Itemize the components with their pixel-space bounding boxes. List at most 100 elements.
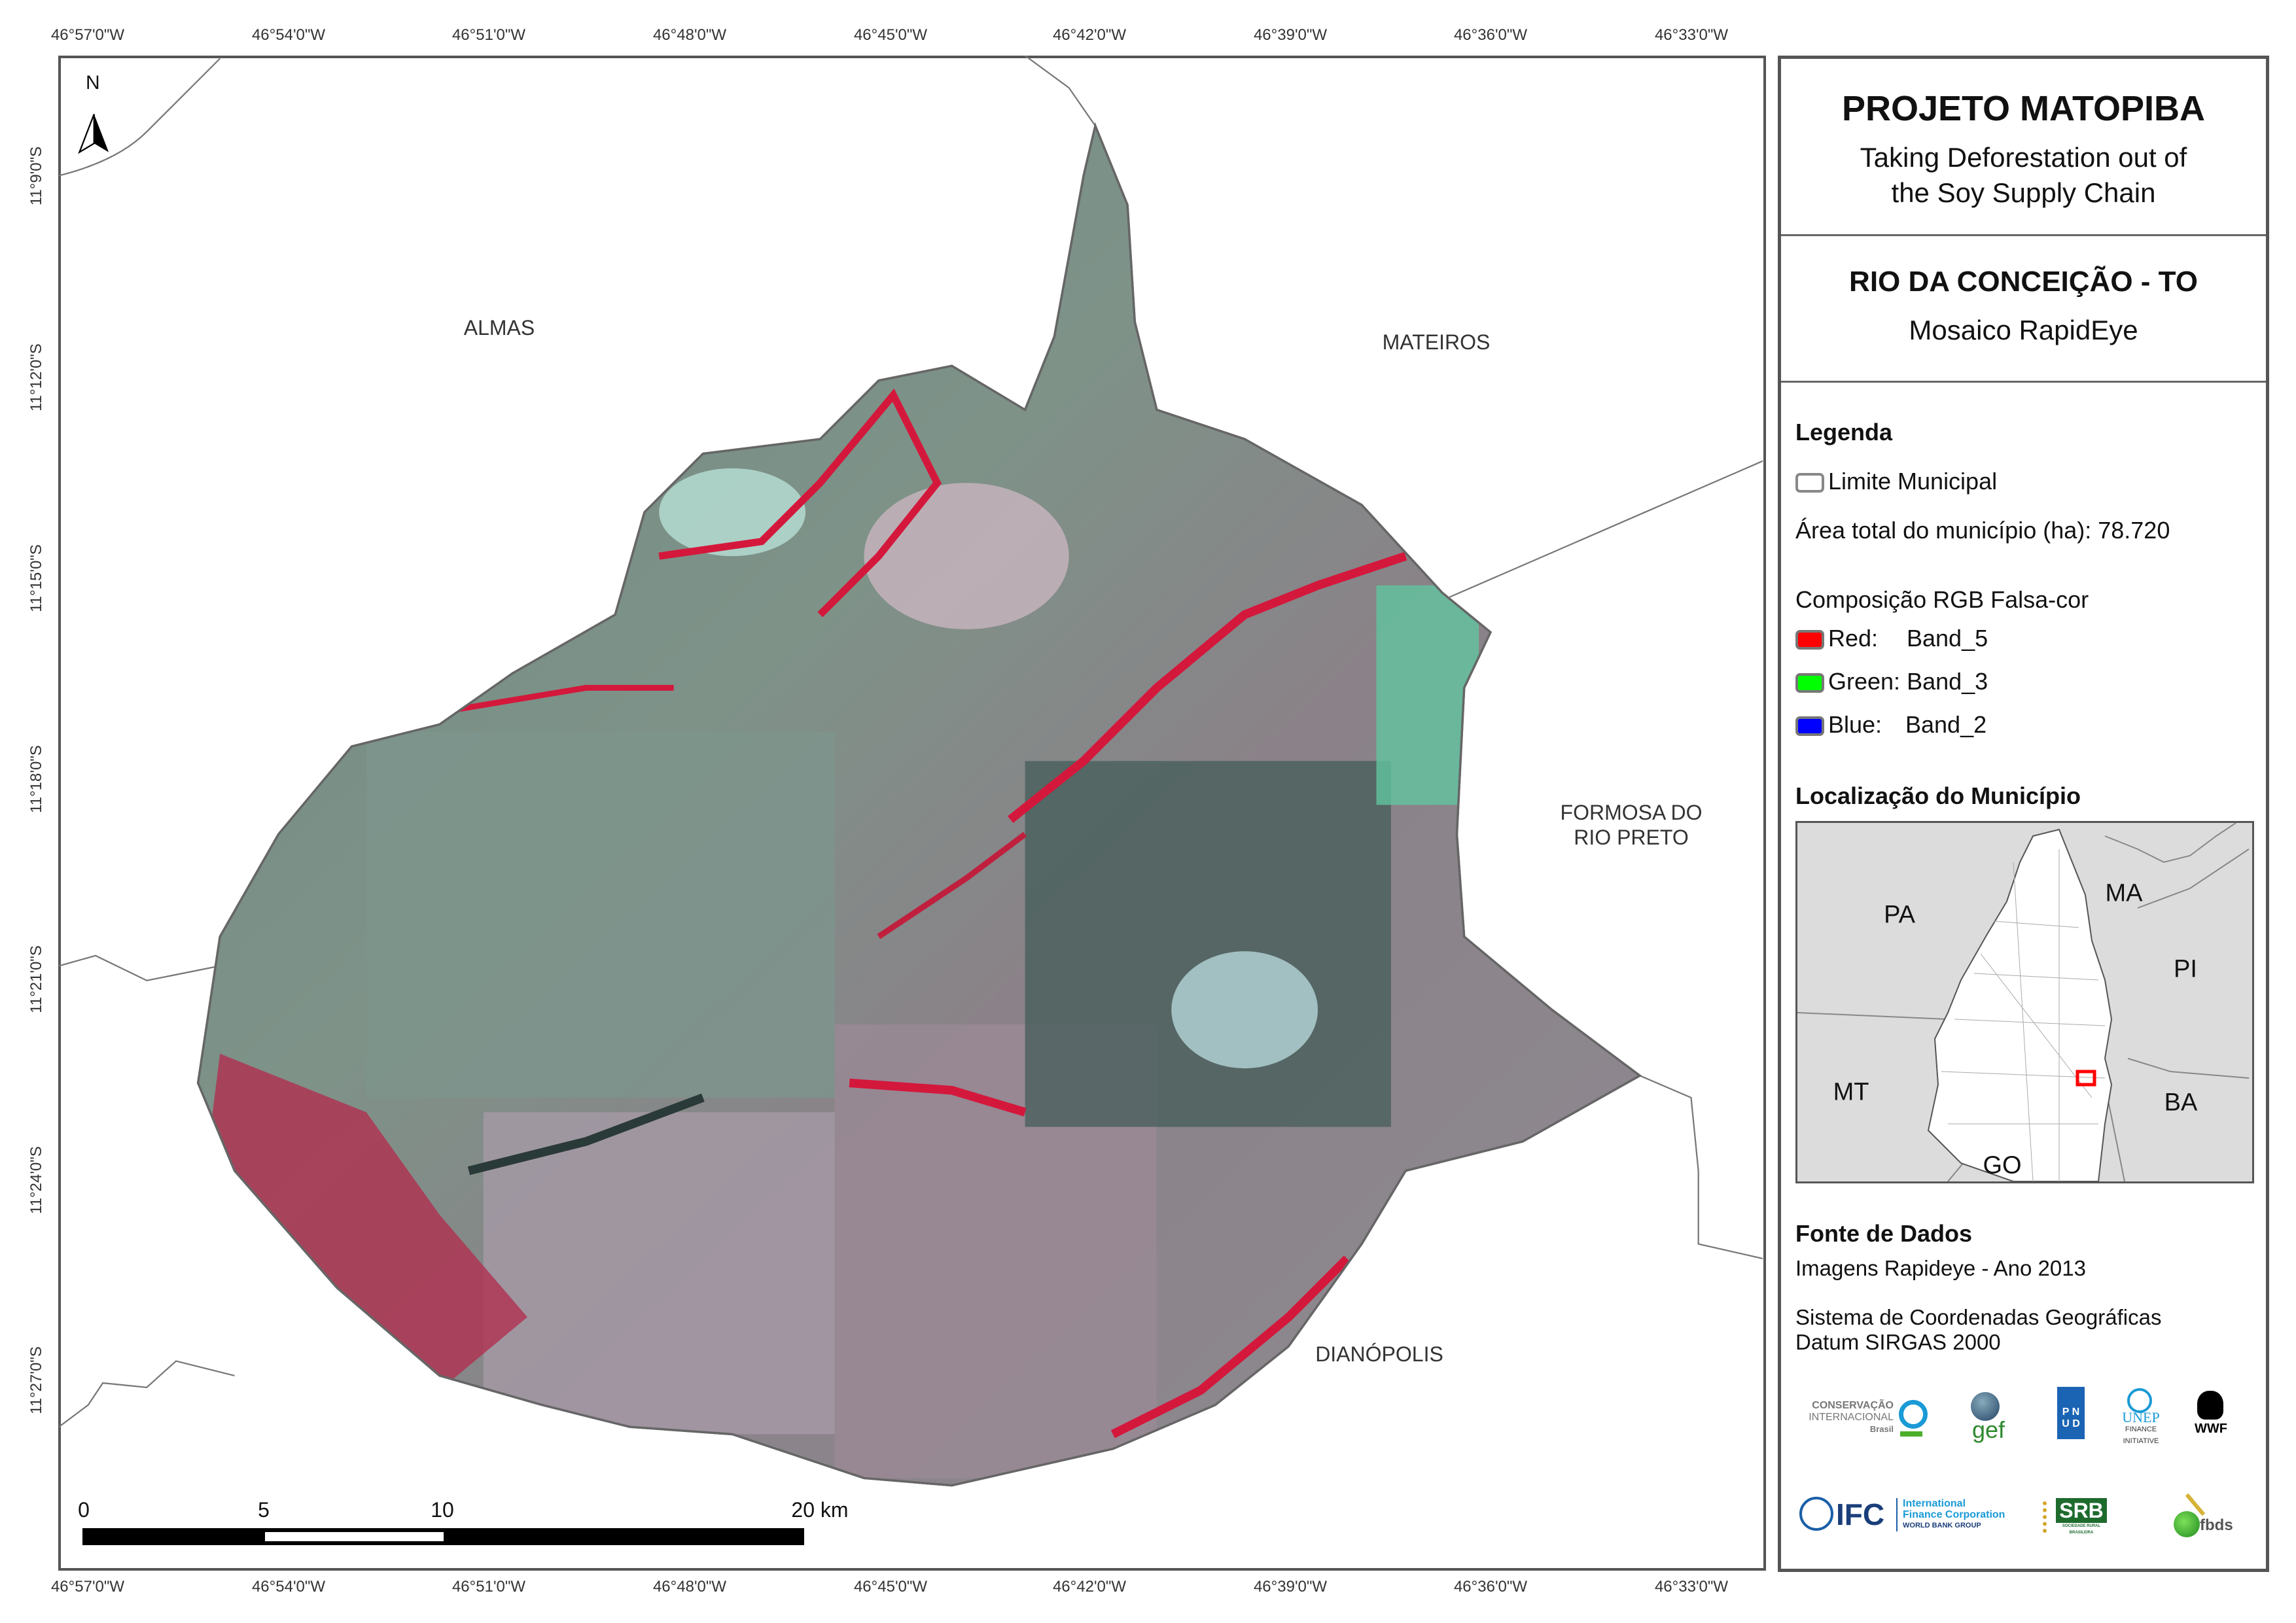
logo-text: International [1903, 1498, 1966, 1509]
logo-srb: SRB SOCIEDADE RURAL BRASILEIRA [2056, 1498, 2107, 1536]
lon-label: 46°42'0"W [1052, 26, 1127, 44]
municipality-imagery [198, 126, 1640, 1486]
band-channel: Green: [1828, 668, 1901, 695]
fbds-circle-icon [2174, 1511, 2200, 1537]
logo-text: Finance Corporation [1903, 1509, 2005, 1520]
logo-text: UNEP [2122, 1409, 2160, 1425]
area-total: Área total do município (ha): 78.720 [1795, 517, 2170, 544]
neighbor-boundaries [59, 56, 1763, 1428]
municipal-boundary-outline [196, 122, 1642, 1487]
municipality-highlight [2075, 1070, 2096, 1087]
unep-emblem-icon [2127, 1388, 2152, 1413]
logo-ifc: IFC [1836, 1497, 1885, 1531]
place-mateiros: MATEIROS [1382, 330, 1491, 354]
divider [1781, 234, 2266, 236]
logo-conservacao-internacional: CONSERVAÇÃO INTERNACIONAL Brasil [1795, 1400, 1894, 1435]
subtitle-line2: the Soy Supply Chain [1891, 177, 2156, 208]
lon-label: 46°33'0"W [1654, 26, 1729, 44]
state-label: GO [1983, 1151, 2022, 1179]
band-channel: Blue: [1828, 711, 1882, 738]
scale-bar-track [82, 1528, 804, 1545]
lon-label: 46°45'0"W [853, 1578, 928, 1596]
sources-heading: Fonte de Dados [1795, 1220, 1973, 1247]
logo-ifc-text: International Finance Corporation WORLD … [1896, 1498, 2005, 1531]
place-almas: ALMAS [463, 316, 535, 340]
state-label: BA [2164, 1089, 2198, 1117]
lon-label: 46°54'0"W [251, 1578, 326, 1596]
band-green: Green: Band_3 [1795, 668, 1988, 695]
green-swatch [1795, 673, 1824, 693]
logo-wwf: WWF [2195, 1422, 2227, 1436]
lon-label: 46°48'0"W [652, 1578, 727, 1596]
scale-label: 10 [431, 1498, 454, 1522]
composition-heading: Composição RGB Falsa-cor [1795, 586, 2089, 613]
divider [1781, 381, 2266, 383]
logo-fbds: fbds [2200, 1516, 2233, 1534]
state-label: PI [2174, 955, 2197, 983]
logo-text: SRB [2059, 1499, 2104, 1522]
logo-text: INTERNACIONAL [1809, 1412, 1894, 1423]
place-formosa-line1: FORMOSA DO [1560, 801, 1703, 824]
place-formosa-line2: RIO PRETO [1574, 826, 1689, 849]
logo-text: SOCIEDADE RURAL BRASILEIRA [2056, 1523, 2107, 1536]
tocantins-state [1927, 828, 2113, 1181]
lon-label: 46°51'0"W [451, 26, 526, 44]
ifc-globe-icon [1799, 1497, 1833, 1531]
municipality-title: RIO DA CONCEIÇÃO - TO [1849, 266, 2198, 298]
lon-label: 46°48'0"W [652, 26, 727, 44]
lon-label: 46°57'0"W [50, 1578, 125, 1596]
lon-label: 46°39'0"W [1253, 26, 1328, 44]
project-title: PROJETO MATOPIBA [1841, 89, 2206, 128]
state-label: MT [1833, 1078, 1869, 1106]
legend-limit-municipal: Limite Municipal [1795, 468, 1997, 495]
logo-pnud: P N U D [2057, 1387, 2085, 1439]
logo-gef: gef [1972, 1416, 2005, 1443]
band-channel: Red: [1828, 625, 1879, 652]
ci-logo-bar [1900, 1431, 1922, 1437]
lon-label: 46°36'0"W [1453, 1578, 1528, 1596]
srb-wheat-icon [2043, 1501, 2056, 1533]
product-title: Mosaico RapidEye [1909, 315, 2138, 345]
band-red: Red: Band_5 [1795, 625, 1988, 652]
state-label: MA [2105, 879, 2143, 907]
wwf-panda-icon [2197, 1391, 2223, 1420]
lon-label: 46°39'0"W [1253, 1578, 1328, 1596]
lon-label: 46°36'0"W [1453, 26, 1528, 44]
logo-text: U D [2062, 1418, 2080, 1429]
lon-label: 46°33'0"W [1654, 1578, 1729, 1596]
logo-text: Brasil [1869, 1424, 1894, 1434]
north-arrow-icon [78, 114, 109, 154]
crs-line2: Datum SIRGAS 2000 [1795, 1330, 2001, 1354]
scale-label: 20 km [791, 1498, 849, 1522]
lon-label: 46°57'0"W [50, 26, 125, 44]
inset-svg [1797, 823, 2250, 1181]
limit-swatch [1795, 473, 1824, 493]
state-label: PA [1884, 901, 1915, 929]
band-name: Band_5 [1907, 625, 1988, 652]
band-blue: Blue: Band_2 [1795, 711, 1987, 739]
sources-crs: Sistema de Coordenadas Geográficas Datum… [1795, 1305, 2162, 1355]
logo-unep: UNEP FINANCE INITIATIVE [2121, 1409, 2161, 1447]
logo-text: P N [2062, 1406, 2080, 1418]
place-formosa-do-rio-preto: FORMOSA DO RIO PRETO [1561, 800, 1703, 850]
legend-heading: Legenda [1795, 419, 1893, 445]
logo-text: FINANCE [2125, 1425, 2157, 1433]
limit-label: Limite Municipal [1828, 468, 1998, 495]
lon-label: 46°42'0"W [1052, 1578, 1127, 1596]
band-name: Band_2 [1905, 711, 1987, 738]
gef-globe-icon [1971, 1392, 2000, 1421]
logo-text: CONSERVAÇÃO [1812, 1400, 1894, 1411]
location-heading: Localização do Município [1795, 782, 2081, 809]
lon-label: 46°54'0"W [251, 26, 326, 44]
crs-line1: Sistema de Coordenadas Geográficas [1795, 1305, 2162, 1329]
info-panel: PROJETO MATOPIBA Taking Deforestation ou… [1778, 56, 2269, 1572]
place-dianopolis: DIANÓPOLIS [1315, 1342, 1443, 1366]
lon-label: 46°45'0"W [853, 26, 928, 44]
ci-logo-icon [1899, 1400, 1928, 1429]
logo-text: INITIATIVE [2123, 1437, 2159, 1445]
north-label: N [86, 72, 100, 94]
blue-swatch [1795, 716, 1824, 737]
lon-label: 46°51'0"W [451, 1578, 526, 1596]
scale-label: 5 [258, 1498, 270, 1522]
